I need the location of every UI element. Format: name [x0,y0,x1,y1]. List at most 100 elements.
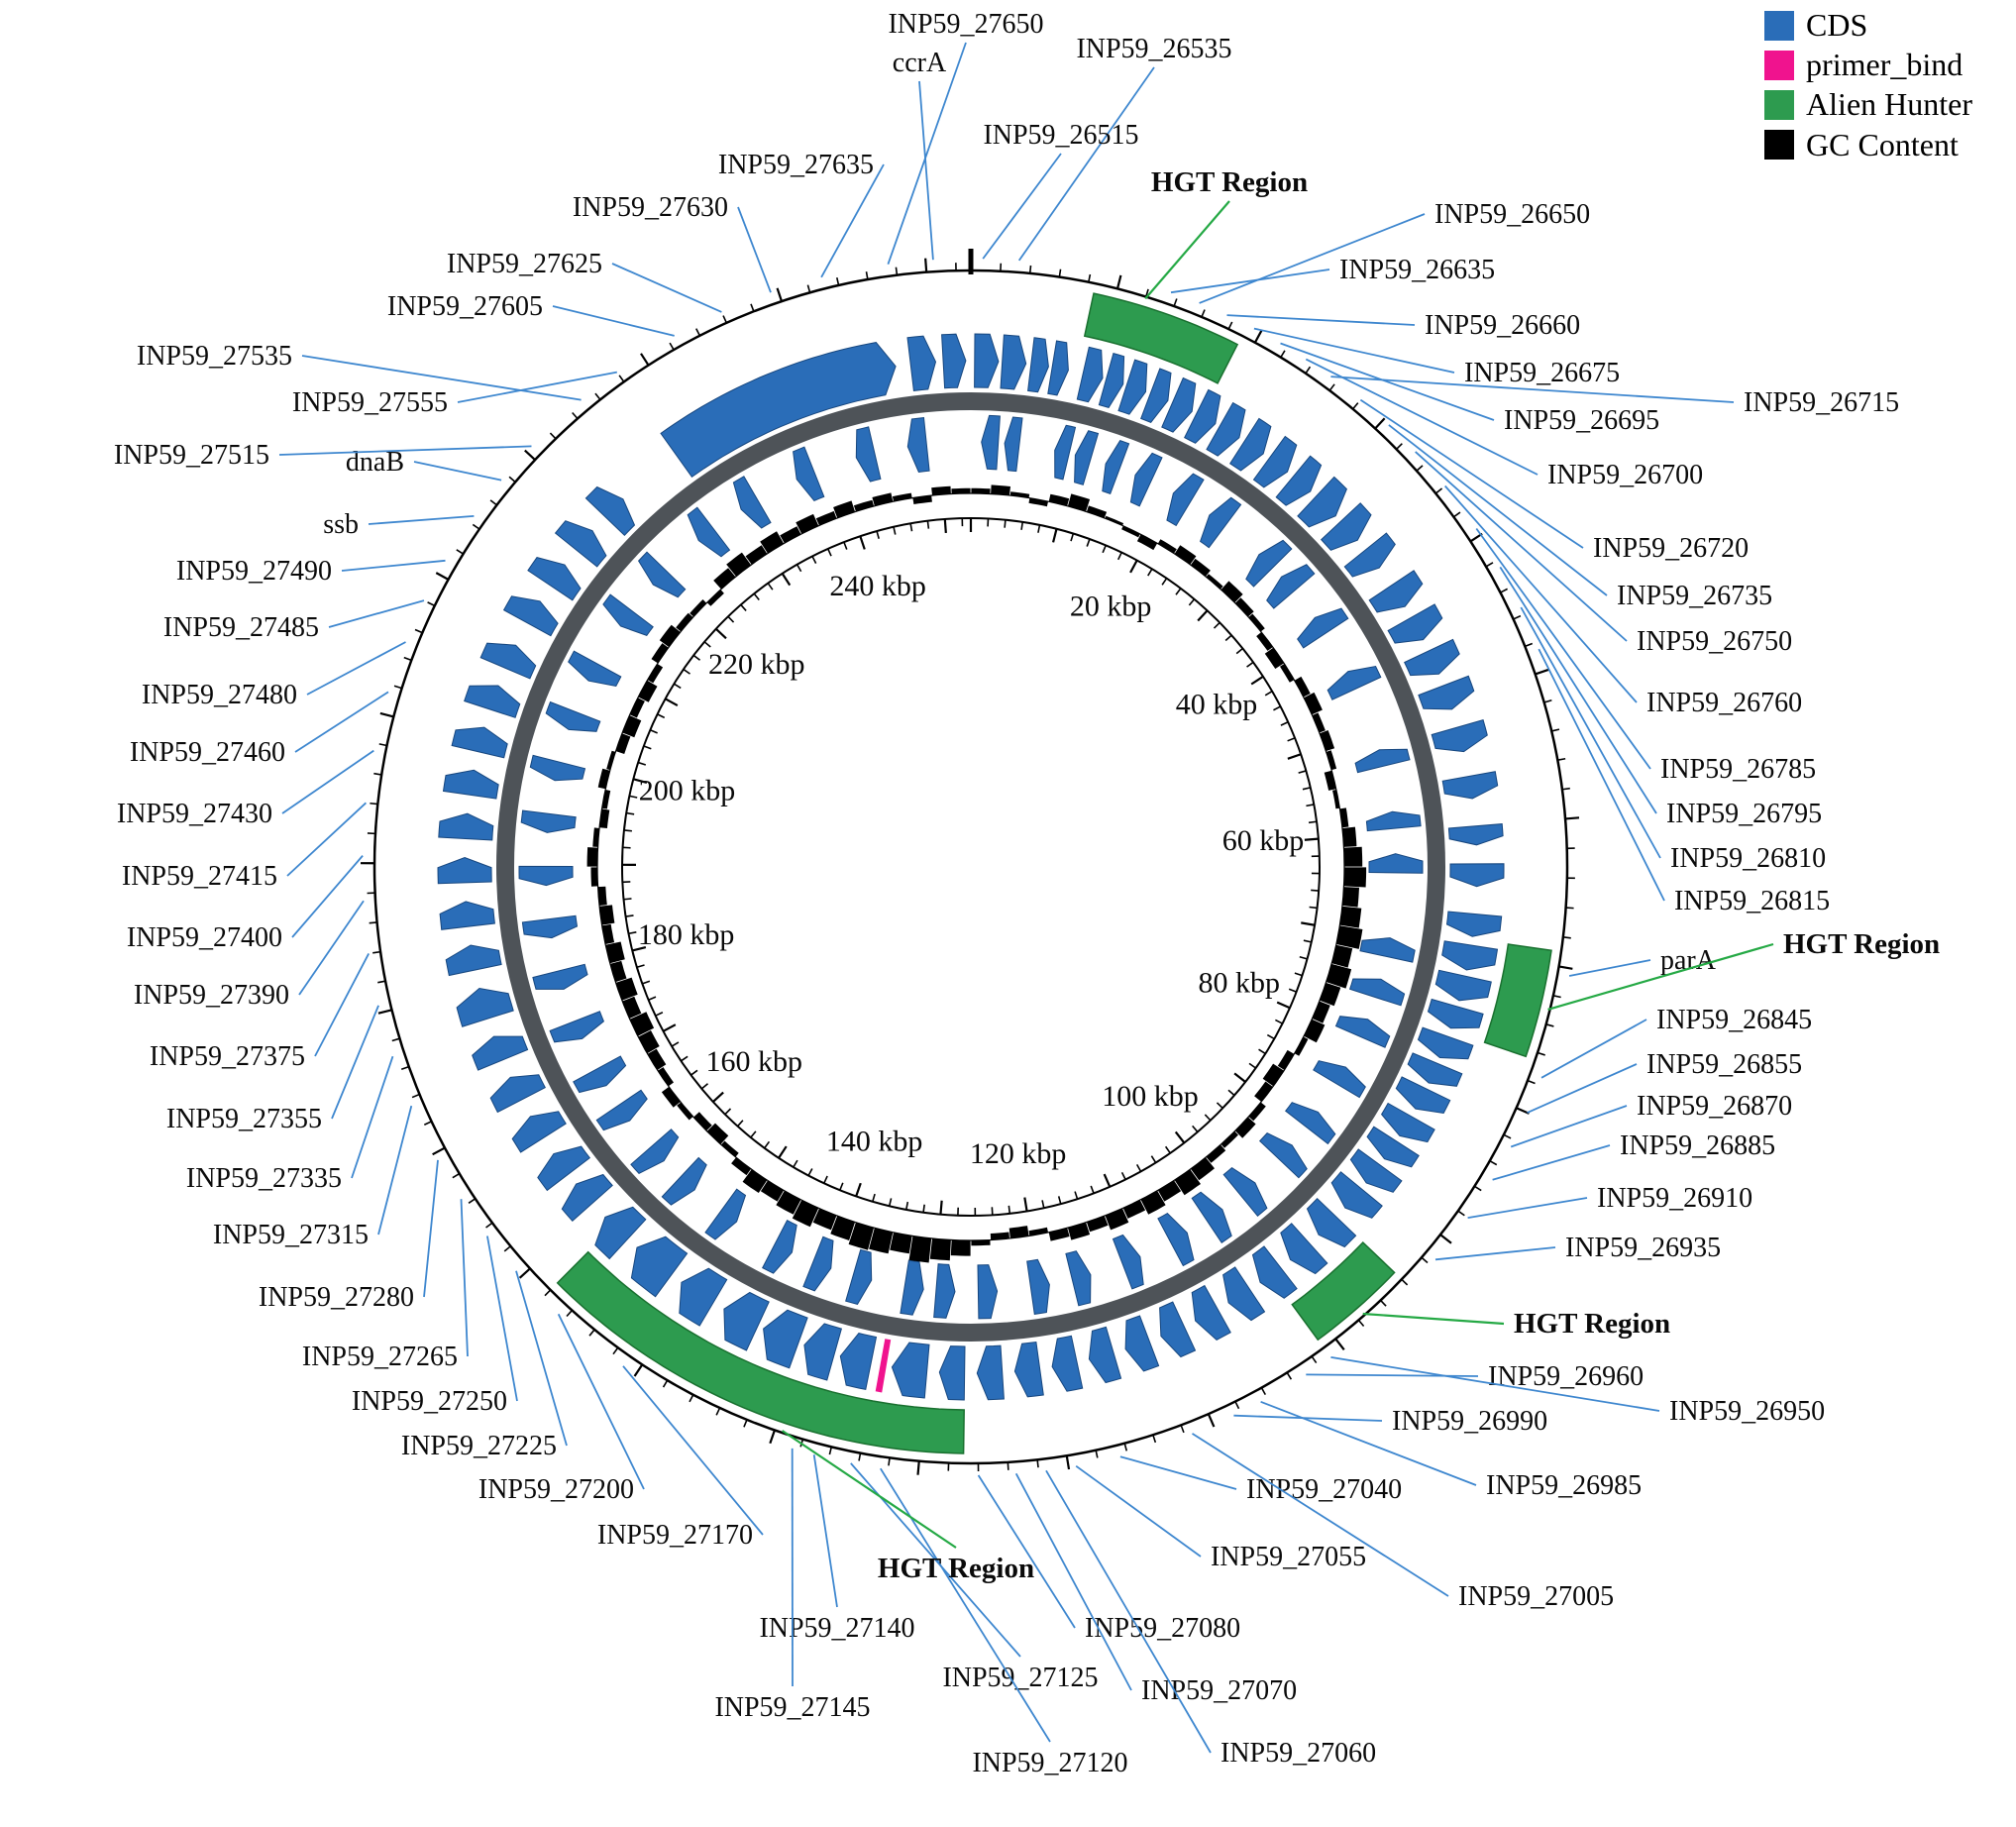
cds-arrow [489,1074,546,1114]
cds-arrow [545,700,601,732]
scale-tick [1147,568,1153,577]
scale-tick [1273,705,1281,711]
leader-line [977,1474,1076,1629]
cds-arrow [660,342,897,478]
scale-tick [1129,560,1138,574]
outer-tick [485,1222,493,1229]
outer-tick [743,1419,748,1428]
gene-label: INP59_27125 [942,1663,1098,1693]
gc-bar [1264,647,1284,669]
gc-bar [1277,1049,1295,1070]
outer-tick [423,1121,432,1126]
leader-line [1192,1433,1449,1597]
outer-tick [662,1379,669,1388]
leader-line [1199,213,1426,304]
cds-arrow [630,1236,689,1298]
leader-line [1014,1472,1132,1691]
gc-bar [658,1067,674,1087]
legend: CDS primer_bind Alien Hunter GC Content [1764,7,1972,162]
scale-tick [703,641,711,648]
outer-tick [400,1065,410,1071]
scale-tick [1197,609,1209,622]
scale-tick [623,898,632,901]
cds-arrow [1159,1301,1197,1358]
cds-arrow [554,520,607,568]
cds-arrow [1366,1126,1420,1168]
cds-arrow [511,1111,567,1153]
cds-arrow [438,812,494,841]
gc-bar [1140,1190,1166,1215]
gc-bar [1157,1180,1182,1202]
scale-tick [811,556,817,564]
scale-tick [767,583,774,591]
leader-line [1017,66,1155,262]
leader-line [552,305,675,337]
scale-label: 200 kbp [639,774,736,806]
outer-tick [836,276,840,286]
outer-tick [1201,309,1206,318]
scale-tick [1037,524,1041,533]
leader-line [557,1313,645,1490]
cds-arrow [1306,1197,1357,1248]
gc-bar [690,599,707,617]
scale-tick [1287,753,1302,760]
leader-line [982,153,1062,260]
gc-bar [1105,1208,1129,1231]
gene-label: INP59_26735 [1617,581,1772,611]
cds-arrow [763,1309,808,1369]
gc-bar [706,1123,729,1144]
leader-line [286,802,368,877]
leader-line [820,163,885,278]
gene-label: INP59_26760 [1646,688,1802,718]
gc-bar [1304,1019,1326,1043]
scale-tick [1164,1145,1171,1154]
gc-bar [622,715,642,738]
scale-tick [943,518,947,534]
cds-arrow [976,1344,1005,1401]
scale-tick [643,745,652,750]
outer-tick [1421,1256,1429,1264]
gc-bar [971,487,991,494]
scale-tick [1150,1155,1157,1163]
scale-tick [1287,737,1296,742]
legend-swatch-alien-hunter [1764,89,1795,120]
gene-label: INP59_27315 [213,1220,369,1250]
gene-label: INP59_27265 [302,1342,458,1372]
leader-line [341,559,446,572]
cds-arrow [1191,1191,1232,1244]
outer-tick [524,449,536,461]
gc-bar [1008,1226,1029,1238]
outer-tick [544,1289,552,1297]
leader-line [1499,566,1657,814]
scale-tick [1294,972,1303,977]
scale-tick [1250,675,1264,686]
gene-label: INP59_27060 [1220,1738,1376,1769]
leader-line [611,263,722,313]
gc-bar [990,1232,1009,1240]
gc-bar [760,1180,785,1202]
gene-label: INP59_27140 [759,1613,914,1644]
gene-label: parA [1660,945,1717,976]
cds-arrow [1004,416,1023,473]
scale-tick [1235,647,1243,655]
scale-label: 20 kbp [1070,591,1152,623]
gc-bar [1086,1216,1109,1233]
outer-tick [1396,443,1403,450]
cds-arrow [1431,718,1488,753]
scale-tick [714,627,727,640]
gc-baseline-circle [596,492,1345,1241]
outer-tick [1416,465,1424,472]
outer-tick [618,375,625,382]
cds-arrow [1368,853,1424,874]
gc-bar [1157,539,1177,554]
gc-bar [780,526,801,544]
outer-tick [865,271,869,280]
cds-arrow [1245,539,1293,588]
gene-label: INP59_26950 [1669,1396,1825,1427]
leader-line [486,1236,518,1402]
scale-label: 140 kbp [826,1125,923,1157]
gc-bar [890,1232,912,1254]
gc-bar [721,1140,739,1157]
cds-arrow [1348,978,1406,1007]
scale-tick [692,654,701,661]
